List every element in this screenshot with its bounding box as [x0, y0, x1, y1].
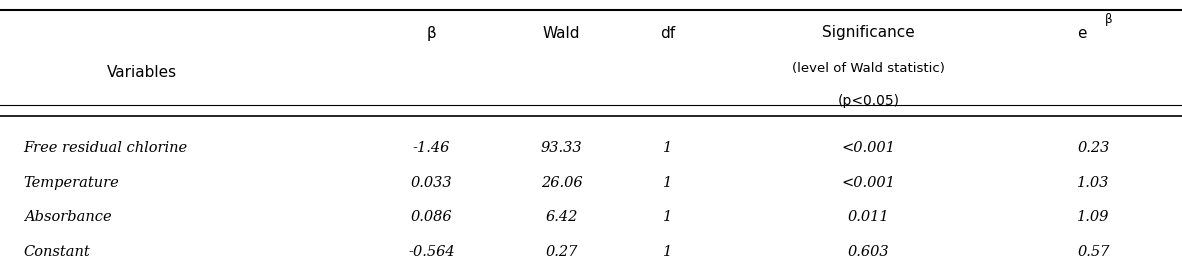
Text: (level of Wald statistic): (level of Wald statistic): [792, 62, 946, 75]
Text: df: df: [661, 26, 675, 41]
Text: Variables: Variables: [106, 65, 176, 80]
Text: 1: 1: [663, 176, 673, 190]
Text: 0.086: 0.086: [410, 210, 453, 224]
Text: 1.09: 1.09: [1077, 210, 1110, 224]
Text: -0.564: -0.564: [408, 245, 455, 259]
Text: 93.33: 93.33: [540, 141, 583, 155]
Text: 0.603: 0.603: [847, 245, 890, 259]
Text: (p<0.05): (p<0.05): [838, 94, 900, 108]
Text: Significance: Significance: [823, 25, 915, 40]
Text: <0.001: <0.001: [842, 141, 896, 155]
Text: e: e: [1077, 26, 1086, 41]
Text: 6.42: 6.42: [545, 210, 578, 224]
Text: β: β: [1105, 13, 1112, 26]
Text: 1: 1: [663, 141, 673, 155]
Text: 1.03: 1.03: [1077, 176, 1110, 190]
Text: 26.06: 26.06: [540, 176, 583, 190]
Text: Temperature: Temperature: [24, 176, 119, 190]
Text: 0.033: 0.033: [410, 176, 453, 190]
Text: Wald: Wald: [543, 26, 580, 41]
Text: -1.46: -1.46: [413, 141, 450, 155]
Text: <0.001: <0.001: [842, 176, 896, 190]
Text: 0.011: 0.011: [847, 210, 890, 224]
Text: Free residual chlorine: Free residual chlorine: [24, 141, 188, 155]
Text: 0.57: 0.57: [1077, 245, 1110, 259]
Text: Constant: Constant: [24, 245, 90, 259]
Text: 1: 1: [663, 210, 673, 224]
Text: 1: 1: [663, 245, 673, 259]
Text: 0.27: 0.27: [545, 245, 578, 259]
Text: 0.23: 0.23: [1077, 141, 1110, 155]
Text: β: β: [427, 26, 436, 41]
Text: Absorbance: Absorbance: [24, 210, 111, 224]
